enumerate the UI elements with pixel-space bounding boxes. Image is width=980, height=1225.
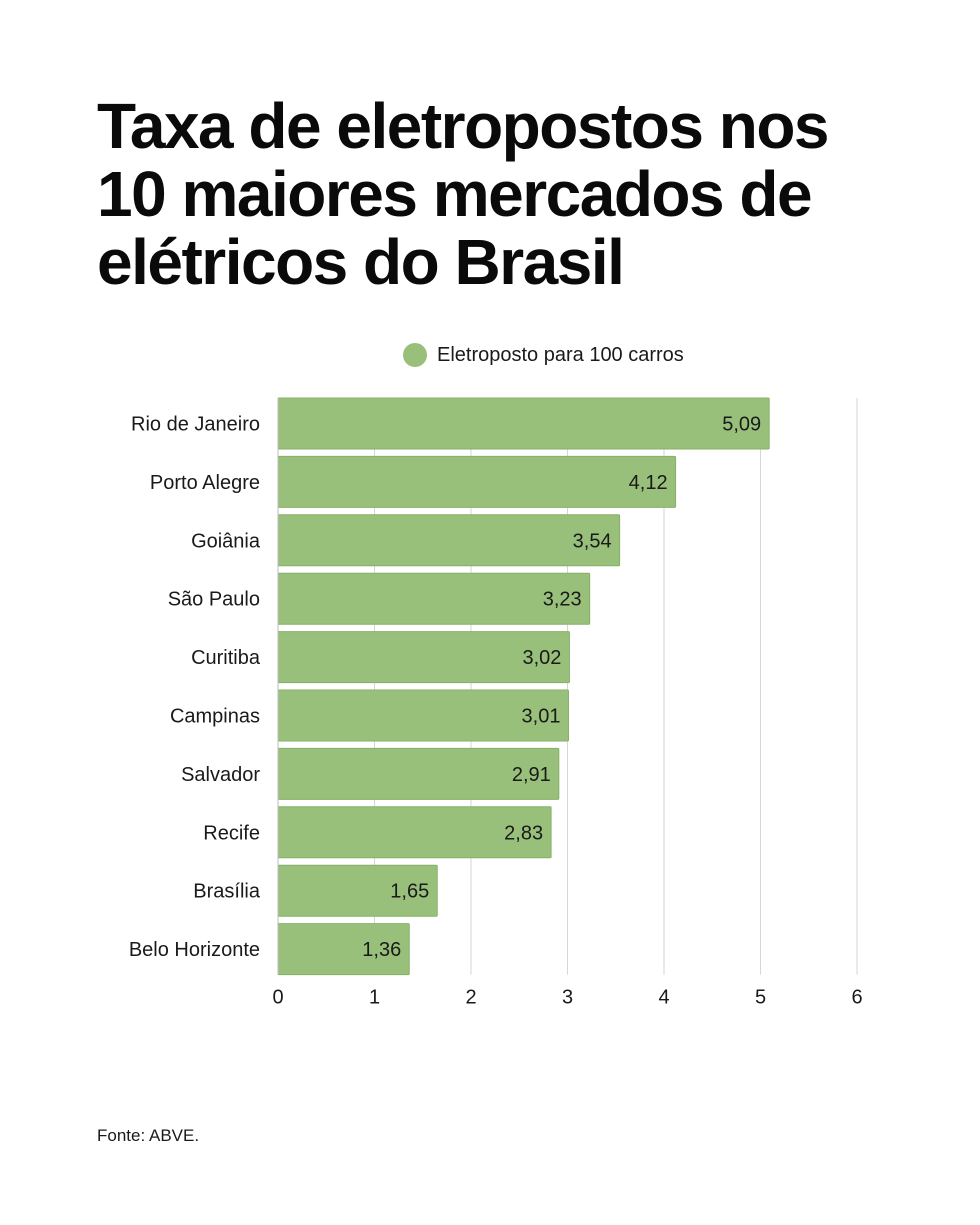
- category-label: São Paulo: [168, 589, 260, 611]
- legend-swatch: [403, 343, 427, 367]
- bar-2: [277, 514, 621, 567]
- x-tick-label: 2: [465, 987, 476, 1009]
- data-label: 3,02: [522, 647, 561, 669]
- data-label: 3,01: [522, 706, 561, 728]
- bar-1: [277, 455, 677, 508]
- x-tick-label: 4: [658, 987, 669, 1009]
- x-tick-label: 6: [851, 987, 862, 1009]
- category-label: Curitiba: [191, 647, 261, 669]
- data-label: 3,54: [573, 530, 612, 552]
- data-label: 1,36: [362, 939, 401, 961]
- x-tick-label: 1: [369, 987, 380, 1009]
- title-line-2: 10 maiores mercados de: [97, 158, 813, 230]
- category-label: Recife: [203, 822, 260, 844]
- x-tick-label: 5: [755, 987, 766, 1009]
- x-tick-label: 3: [562, 987, 573, 1009]
- title-line-1: Taxa de eletropostos nos: [97, 90, 830, 162]
- data-label: 5,09: [722, 414, 761, 436]
- category-label: Campinas: [170, 706, 260, 728]
- legend: Eletroposto para 100 carros: [403, 343, 684, 367]
- source-note: Fonte: ABVE.: [97, 1126, 200, 1145]
- title-line-3: elétricos do Brasil: [97, 226, 625, 298]
- category-label: Brasília: [193, 881, 261, 903]
- category-label: Porto Alegre: [150, 472, 260, 494]
- chart-title: Taxa de eletropostos nos 10 maiores merc…: [97, 92, 897, 296]
- data-label: 3,23: [543, 589, 582, 611]
- category-label: Goiânia: [191, 530, 261, 552]
- bar-0: [277, 397, 770, 450]
- data-label: 4,12: [629, 472, 668, 494]
- data-label: 2,91: [512, 764, 551, 786]
- category-label: Rio de Janeiro: [131, 414, 260, 436]
- legend-label: Eletroposto para 100 carros: [437, 343, 684, 366]
- category-label: Belo Horizonte: [129, 939, 260, 961]
- data-label: 2,83: [504, 822, 543, 844]
- category-label: Salvador: [181, 764, 260, 786]
- data-label: 1,65: [390, 881, 429, 903]
- x-tick-label: 0: [272, 987, 283, 1009]
